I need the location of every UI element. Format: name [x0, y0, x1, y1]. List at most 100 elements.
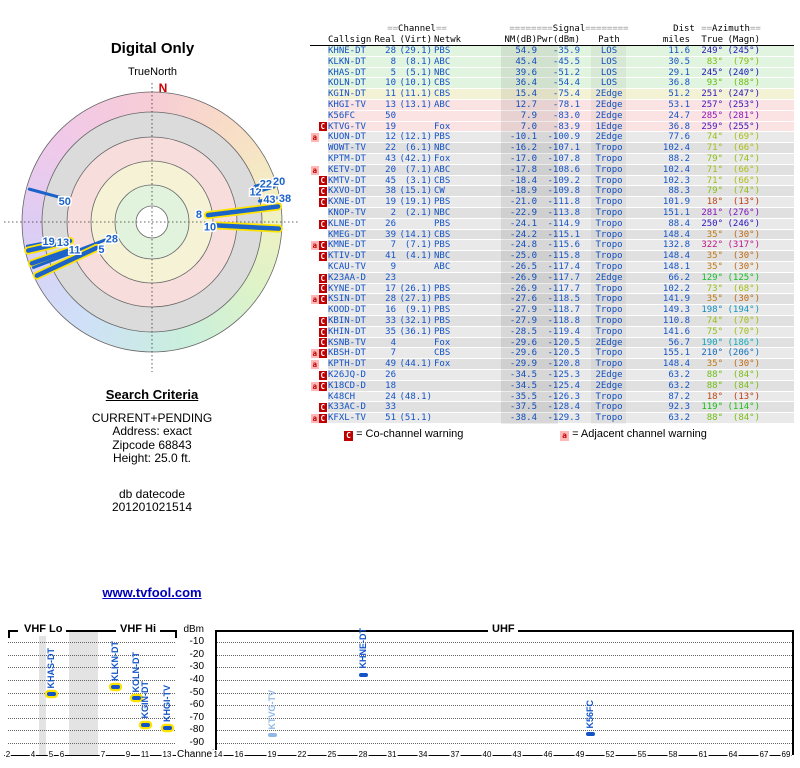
- co-channel-badge-icon: C: [319, 197, 327, 207]
- signal-spoke: [259, 196, 279, 203]
- signal-spoke: [213, 223, 282, 231]
- gridline: [8, 679, 175, 681]
- tvfool-link[interactable]: www.tvfool.com: [102, 585, 202, 600]
- dbm-tick-label: -80: [189, 724, 204, 736]
- channel-axis-label: Channel: [177, 749, 215, 760]
- spoke-channel-label: 20: [273, 176, 285, 188]
- table-row: C KBIN-DT 33 (32.1) PBS -27.9 -118.8 Tropo 110.8…: [310, 316, 794, 327]
- dbm-tick-label: -40: [189, 673, 204, 685]
- signal-spoke: [250, 185, 276, 195]
- channel-tick-label: 31: [386, 750, 398, 759]
- channel-tick-label: 67: [758, 750, 770, 759]
- db-datecode-value: 201201021514: [111, 500, 193, 514]
- table-row: WOWT-TV 22 (6.1) NBC -16.2 -107.1 Tropo 102.4 71…: [310, 143, 794, 154]
- channel-tick-label: 55: [636, 750, 648, 759]
- spoke-channel-label: 10: [204, 221, 216, 233]
- table-row: a KPTH-DT 49 (44.1) Fox -29.9 -120.8 Tropo 148.4…: [310, 359, 794, 370]
- table-row: KCAU-TV 9 ABC -26.5 -117.4 Tropo 148.1 35° (30°): [310, 262, 794, 273]
- signal-marker-label: KHAS-DT: [45, 647, 56, 689]
- dbm-tick-label: -60: [189, 699, 204, 711]
- channel-tick-label: 49: [574, 750, 586, 759]
- search-line: Address: exact: [112, 424, 192, 438]
- adjacent-channel-legend-text: = Adjacent channel warning: [572, 428, 707, 440]
- dbm-tick-label: -30: [189, 661, 204, 673]
- signal-marker: [358, 672, 368, 677]
- gridline: [215, 642, 792, 643]
- gridline: [8, 654, 175, 656]
- table-row: K56FC 50 7.9 -83.0 2Edge 24.7 285° (281°): [310, 110, 794, 122]
- channel-tick-label: 46: [542, 750, 554, 759]
- gridline: [215, 717, 792, 719]
- header-rule: [310, 45, 794, 46]
- panel-border: [8, 630, 18, 632]
- band-label-vhf-lo: VHF Lo: [21, 623, 66, 636]
- panel-border: [160, 630, 175, 632]
- band-label-vhf-hi: VHF Hi: [117, 623, 160, 636]
- db-datecode-label: db datecode: [118, 486, 186, 501]
- adjacent-channel-badge-icon: a: [311, 133, 319, 143]
- co-channel-badge-icon: C: [319, 316, 327, 326]
- co-channel-badge-icon: C: [319, 187, 327, 197]
- co-channel-badge-icon: C: [319, 413, 327, 423]
- signal-marker-label: KHGI-TV: [161, 685, 172, 722]
- spoke-channel-label: 8: [196, 209, 202, 221]
- gridline: [8, 705, 175, 707]
- signal-marker-label: K56FC: [584, 699, 595, 729]
- signal-spoke: [26, 238, 73, 253]
- co-channel-legend: C = Co-channel warning: [344, 428, 463, 441]
- table-row: C KMTV-DT 45 (3.1) CBS -18.4 -109.2 Tropo 102.3 7…: [310, 175, 794, 187]
- panel-border: [518, 630, 792, 632]
- co-channel-badge-icon: C: [319, 327, 327, 337]
- gridline: [8, 743, 175, 744]
- gridline: [8, 642, 175, 643]
- search-line: Zipcode 68843: [112, 437, 192, 452]
- channel-tick-label: 6: [58, 750, 66, 759]
- channel-tick-label: 61: [697, 750, 709, 759]
- gridline: [8, 717, 175, 719]
- table-row: C K26JQ-D 26 -34.5 -125.3 2Edge 63.2 88° (84°): [310, 370, 794, 381]
- channel-tick-label: 58: [667, 750, 679, 759]
- channel-tick-label: 14: [212, 750, 224, 759]
- band-label-uhf: UHF: [489, 623, 518, 636]
- signal-marker: [111, 684, 120, 689]
- channel-tick-label: 9: [124, 750, 132, 759]
- table-row: a C KMNE-DT 7 (7.1) PBS -24.8 -115.6 Tropo 132.8 3…: [310, 240, 794, 252]
- north-marker: N: [158, 81, 168, 95]
- signal-marker-label: KHNE-DT: [357, 628, 368, 669]
- table-row: C K23AA-D 23 -26.9 -117.7 2Edge 66.2 129° (125°): [310, 272, 794, 284]
- channel-tick-label: 7: [99, 750, 107, 759]
- adjacent-channel-badge-icon: a: [311, 381, 319, 391]
- channel-tick-label: 43: [511, 750, 523, 759]
- channel-tick-label: 19: [266, 750, 278, 759]
- signal-marker: [132, 696, 141, 701]
- spoke-channel-label: 5: [98, 244, 104, 256]
- signal-spoke: [27, 187, 69, 201]
- table-row: a C K18CD-D 18 -34.5 -125.4 2Edge 63.2 88° (84°): [310, 380, 794, 392]
- spoke-channel-label: 28: [106, 233, 118, 245]
- table-row: C KYNE-DT 17 (26.1) PBS -26.9 -117.7 Tropo 102.2…: [310, 283, 794, 295]
- channel-tick-label: 37: [449, 750, 461, 759]
- spoke-channel-label: 43: [263, 194, 275, 206]
- table-row: a C KSIN-DT 28 (27.1) PBS -27.6 -118.5 Tropo 141.…: [310, 294, 794, 306]
- spoke-channel-label: 12: [249, 186, 261, 198]
- signal-marker: [585, 732, 595, 737]
- table-row: K48CH 24 (48.1) -35.5 -126.3 Tropo 87.2 18° (13°…: [310, 391, 794, 403]
- channel-tick-label: 28: [357, 750, 369, 759]
- panel-border: [215, 630, 488, 632]
- channel-tick-label: 16: [233, 750, 245, 759]
- signal-spoke: [31, 237, 109, 270]
- signal-marker-label: KTVG-TV: [266, 689, 277, 730]
- panel-border: [62, 630, 116, 632]
- adjacent-channel-badge-icon: a: [311, 295, 319, 305]
- dbm-tick-label: -70: [189, 711, 204, 723]
- channel-tick-label: 69: [780, 750, 792, 759]
- table-row: a C KBSH-DT 7 CBS -29.6 -120.5 Tropo 155.1 210° (2…: [310, 348, 794, 360]
- spoke-channel-label: 50: [59, 196, 71, 208]
- panel-border: [215, 630, 217, 755]
- channel-tick-label: 34: [417, 750, 429, 759]
- co-channel-badge-icon: C: [319, 295, 327, 305]
- table-row: KLKN-DT 8 (8.1) ABC 45.4 -45.5 LOS 30.5 83° (79°): [310, 56, 794, 68]
- panel-border: [792, 630, 794, 755]
- channel-tick-label: 11: [139, 750, 151, 759]
